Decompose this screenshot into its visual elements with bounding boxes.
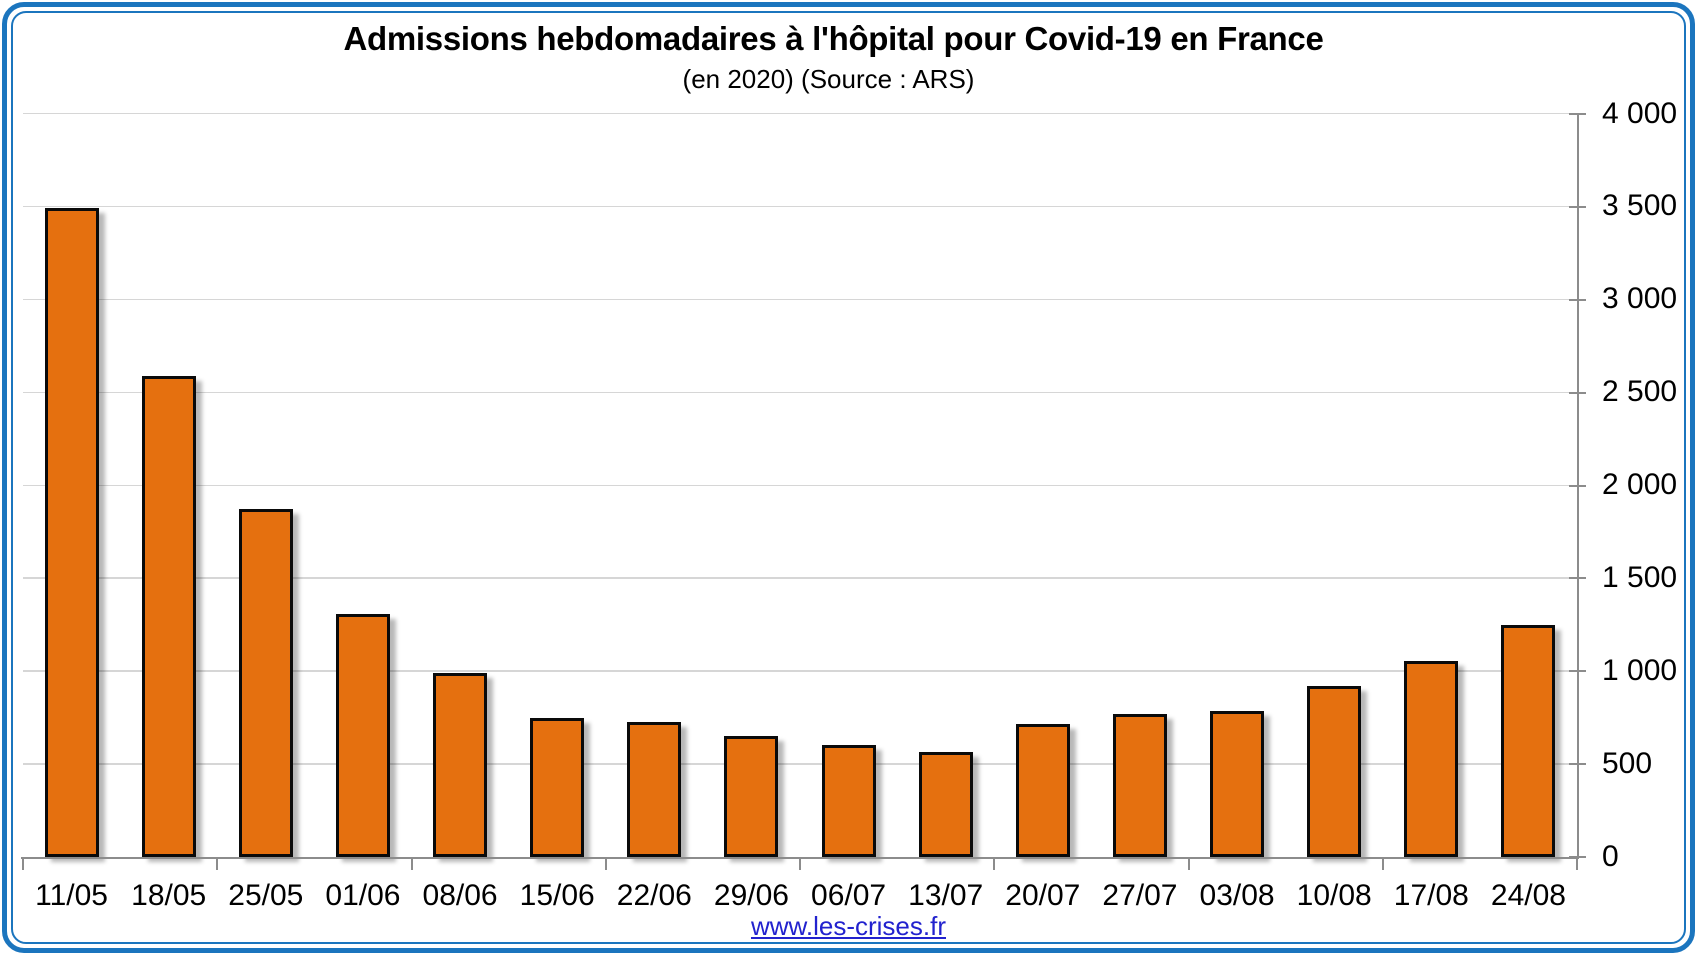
x-tick-label: 15/06: [519, 879, 595, 912]
x-axis-line: [21, 857, 1579, 859]
x-tick-label: 27/07: [1102, 879, 1178, 912]
x-tick: [993, 859, 996, 870]
x-tick-label: 29/06: [713, 879, 789, 912]
chart-subtitle: (en 2020) (Source : ARS): [682, 64, 975, 94]
chart-title: Admissions hebdomadaires à l'hôpital pou…: [343, 20, 1324, 57]
gridline: [23, 112, 1577, 115]
x-tick: [1381, 859, 1384, 870]
x-tick-label: 24/08: [1490, 879, 1566, 912]
x-tick-label: 01/06: [325, 879, 401, 912]
x-tick: [216, 859, 219, 870]
x-tick: [1576, 859, 1578, 870]
bar-24/08: [1501, 624, 1556, 857]
x-tick-label: 18/05: [131, 879, 207, 912]
y-tick: [1569, 112, 1586, 115]
x-tick: [1187, 859, 1190, 870]
x-tick-label: 13/07: [908, 879, 984, 912]
bar-27/07: [1112, 713, 1167, 857]
bar-01/06: [335, 613, 390, 857]
y-tick-label: 3 500: [1602, 189, 1678, 223]
gridline: [23, 763, 1577, 765]
bar-06/07: [821, 745, 876, 857]
bar-08/06: [433, 672, 488, 857]
y-tick: [1569, 763, 1586, 766]
x-tick-label: 08/06: [422, 879, 498, 912]
y-tick-label: 0: [1602, 840, 1619, 873]
gridline: [23, 391, 1577, 394]
x-tick-label: 06/07: [811, 879, 887, 912]
y-tick: [1569, 205, 1586, 208]
bar-29/06: [724, 736, 779, 857]
x-tick-label: 11/05: [35, 879, 108, 912]
bar-17/08: [1404, 660, 1459, 857]
bar-22/06: [627, 722, 682, 857]
y-tick-label: 4 000: [1602, 96, 1678, 130]
x-tick-label: 25/05: [228, 879, 304, 912]
x-tick-label: 03/08: [1199, 879, 1275, 912]
bar-13/07: [918, 751, 973, 857]
y-tick: [1569, 577, 1586, 580]
gridline: [23, 577, 1577, 579]
y-tick-label: 2 000: [1602, 468, 1678, 502]
x-tick-label: 10/08: [1296, 879, 1372, 912]
y-tick: [1569, 856, 1586, 859]
y-tick-label: 1 000: [1602, 654, 1678, 688]
x-tick: [799, 859, 801, 870]
bar-18/05: [141, 375, 196, 857]
y-tick-label: 3 000: [1602, 282, 1678, 316]
x-tick-label: 22/06: [616, 879, 692, 912]
x-tick-label: 20/07: [1005, 879, 1081, 912]
y-tick: [1569, 298, 1586, 301]
bar-10/08: [1307, 685, 1362, 857]
x-tick: [22, 859, 24, 870]
gridline: [23, 670, 1577, 672]
gridline: [23, 205, 1577, 208]
bar-25/05: [238, 509, 293, 857]
y-tick-label: 500: [1602, 747, 1653, 781]
y-tick: [1569, 391, 1586, 394]
y-tick-label: 1 500: [1602, 561, 1678, 595]
x-tick: [410, 859, 413, 870]
y-tick: [1569, 670, 1586, 673]
bar-11/05: [44, 208, 99, 857]
bar-20/07: [1015, 724, 1070, 857]
x-tick: [604, 859, 607, 870]
source-link[interactable]: www.les-crises.fr: [750, 911, 946, 941]
bar-03/08: [1210, 711, 1265, 857]
gridline: [23, 484, 1577, 486]
y-tick-label: 2 500: [1602, 375, 1678, 409]
gridline: [23, 298, 1577, 301]
bar-15/06: [530, 717, 585, 857]
y-tick: [1569, 484, 1586, 487]
x-tick-label: 17/08: [1393, 879, 1469, 912]
